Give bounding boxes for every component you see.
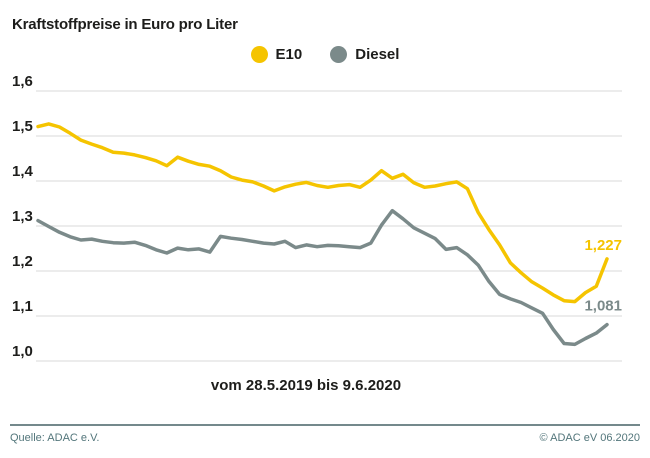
diesel-color-dot-icon <box>330 46 348 63</box>
y-tick-label: 1,4 <box>12 163 34 180</box>
e10-line <box>36 122 609 304</box>
e10-color-dot-icon <box>250 46 268 63</box>
e10-end-label: 1,227 <box>584 237 622 254</box>
date-range-label: vom 28.5.2019 bis 9.6.2020 <box>210 377 402 394</box>
diesel-line <box>36 208 609 347</box>
legend-item-diesel: Diesel <box>330 46 399 63</box>
y-tick-label: 1,1 <box>12 298 33 315</box>
legend-label-e10: E10 <box>275 46 303 63</box>
y-tick-label: 1,5 <box>12 118 33 135</box>
legend-label-diesel: Diesel <box>355 46 400 63</box>
chart-legend: E10 Diesel <box>0 46 650 63</box>
y-tick-label: 1,3 <box>12 208 33 225</box>
y-tick-label: 1,2 <box>12 253 33 270</box>
copyright-label: © ADAC eV 06.2020 <box>539 432 640 444</box>
chart-title: Kraftstoffpreise in Euro pro Liter <box>12 16 238 33</box>
diesel-end-label: 1,081 <box>584 298 622 315</box>
source-label: Quelle: ADAC e.V. <box>10 432 100 444</box>
y-tick-label: 1,6 <box>12 73 33 90</box>
y-tick-label: 1,0 <box>12 343 33 360</box>
legend-item-e10: E10 <box>250 46 303 63</box>
footer-divider <box>10 424 640 426</box>
